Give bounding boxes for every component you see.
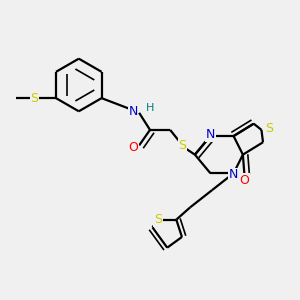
Text: O: O <box>239 174 249 187</box>
Text: N: N <box>229 168 238 181</box>
Text: O: O <box>129 141 139 154</box>
Text: H: H <box>146 103 154 113</box>
Text: S: S <box>30 92 38 105</box>
Text: S: S <box>178 139 187 152</box>
Text: S: S <box>154 213 162 226</box>
Text: S: S <box>265 122 273 135</box>
Text: N: N <box>128 105 138 118</box>
Text: N: N <box>206 128 215 141</box>
